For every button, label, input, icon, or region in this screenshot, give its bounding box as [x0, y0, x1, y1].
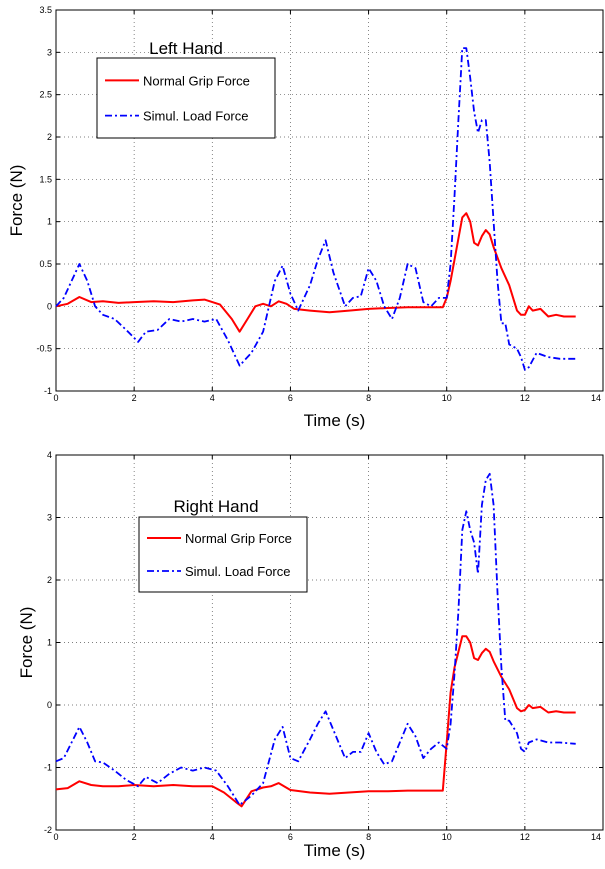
legend-label: Simul. Load Force	[143, 109, 249, 124]
x-tick-label: 4	[210, 393, 215, 403]
y-tick-label: 2	[47, 132, 52, 142]
chart-title: Left Hand	[149, 39, 223, 58]
x-tick-label: 14	[591, 393, 601, 403]
series-line-simul-load-force	[55, 472, 576, 806]
y-tick-label: 3	[47, 513, 52, 523]
x-tick-label: 12	[520, 832, 530, 842]
x-tick-label: 6	[288, 393, 293, 403]
x-axis-label: Time (s)	[304, 411, 366, 430]
series-line-normal-grip-force	[55, 635, 576, 808]
series-line-simul-load-force	[55, 47, 576, 371]
y-tick-label: -1	[44, 763, 52, 773]
legend: Normal Grip Force Simul. Load Force	[138, 516, 308, 593]
x-tick-label: 14	[591, 832, 601, 842]
y-tick-label: 1	[47, 217, 52, 227]
legend-label: Simul. Load Force	[185, 564, 291, 579]
legend-label: Normal Grip Force	[185, 531, 292, 546]
x-tick-label: 0	[53, 832, 58, 842]
y-tick-label: -1	[44, 386, 52, 396]
y-tick-label: 4	[47, 450, 52, 460]
y-tick-label: 0.5	[39, 259, 52, 269]
x-tick-label: 4	[210, 832, 215, 842]
y-tick-label: 0	[47, 700, 52, 710]
legend-box	[96, 57, 276, 139]
legend-label: Normal Grip Force	[143, 73, 250, 88]
series-line-normal-grip-force	[55, 212, 576, 333]
chart-1: 0 2 4 6 8 10 12 14 -1 -0.5 0 0.5 1 1.5 2 2.5 3 3.5 Left Ha…	[7, 5, 604, 430]
legend: Normal Grip Force Simul. Load Force	[96, 57, 276, 139]
y-axis-label: Force (N)	[17, 607, 36, 679]
x-tick-label: 6	[288, 832, 293, 842]
y-tick-label: 0	[47, 301, 52, 311]
y-tick-label: 1.5	[39, 174, 52, 184]
x-tick-label: 10	[442, 832, 452, 842]
y-tick-label: 2	[47, 575, 52, 585]
x-tick-label: 2	[132, 393, 137, 403]
x-axis-label: Time (s)	[304, 841, 366, 860]
chart-title: Right Hand	[173, 497, 258, 516]
y-axis-label: Force (N)	[7, 165, 26, 237]
x-tick-label: 10	[442, 393, 452, 403]
y-tick-label: 1	[47, 638, 52, 648]
x-tick-label: 12	[520, 393, 530, 403]
x-tick-label: 0	[53, 393, 58, 403]
y-tick-label: 3	[47, 47, 52, 57]
y-tick-label: -2	[44, 825, 52, 835]
x-tick-label: 8	[366, 832, 371, 842]
y-tick-label: 3.5	[39, 5, 52, 15]
x-tick-label: 8	[366, 393, 371, 403]
x-tick-label: 2	[132, 832, 137, 842]
y-tick-label: -0.5	[36, 344, 52, 354]
legend-box	[138, 516, 308, 593]
y-tick-label: 2.5	[39, 90, 52, 100]
